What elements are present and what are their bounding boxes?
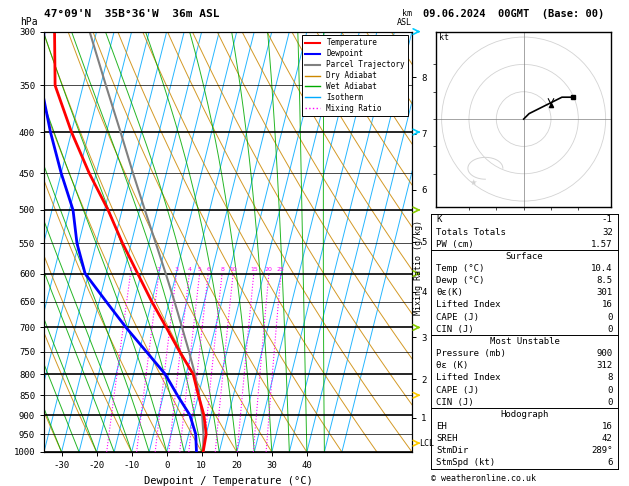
Text: 0: 0 [608,385,613,395]
Text: Most Unstable: Most Unstable [489,337,560,346]
Text: K: K [437,215,442,225]
Text: 3: 3 [174,266,179,272]
Text: CIN (J): CIN (J) [437,325,474,334]
Text: Temp (°C): Temp (°C) [437,264,485,273]
Text: -1: -1 [602,215,613,225]
Text: CIN (J): CIN (J) [437,398,474,407]
Text: 289°: 289° [591,446,613,455]
Text: LCL: LCL [420,439,435,448]
Text: 2: 2 [157,266,161,272]
Text: 16: 16 [602,422,613,431]
Text: 301: 301 [596,288,613,297]
Text: 0: 0 [608,325,613,334]
Text: Mixing Ratio (g/kg): Mixing Ratio (g/kg) [414,220,423,315]
Text: © weatheronline.co.uk: © weatheronline.co.uk [431,474,536,483]
Text: 312: 312 [596,361,613,370]
Text: 5: 5 [198,266,201,272]
Text: Totals Totals: Totals Totals [437,227,506,237]
Text: 10.4: 10.4 [591,264,613,273]
Text: θε (K): θε (K) [437,361,469,370]
Text: 42: 42 [602,434,613,443]
Text: 4: 4 [187,266,191,272]
X-axis label: Dewpoint / Temperature (°C): Dewpoint / Temperature (°C) [143,476,313,486]
Text: 6: 6 [608,458,613,468]
Legend: Temperature, Dewpoint, Parcel Trajectory, Dry Adiabat, Wet Adiabat, Isotherm, Mi: Temperature, Dewpoint, Parcel Trajectory… [302,35,408,116]
Text: CAPE (J): CAPE (J) [437,312,479,322]
Text: kt: kt [439,33,449,42]
Text: 1.57: 1.57 [591,240,613,249]
Text: Surface: Surface [506,252,543,261]
Text: PW (cm): PW (cm) [437,240,474,249]
Text: 09.06.2024  00GMT  (Base: 00): 09.06.2024 00GMT (Base: 00) [423,9,604,19]
Text: 0: 0 [608,312,613,322]
Text: 8: 8 [608,373,613,382]
Text: θε(K): θε(K) [437,288,464,297]
Text: Lifted Index: Lifted Index [437,300,501,310]
Text: StmDir: StmDir [437,446,469,455]
Text: Pressure (mb): Pressure (mb) [437,349,506,358]
Text: 900: 900 [596,349,613,358]
Text: 10: 10 [229,266,237,272]
Text: 32: 32 [602,227,613,237]
Text: 8.5: 8.5 [596,276,613,285]
Text: SREH: SREH [437,434,458,443]
Text: 15: 15 [250,266,258,272]
Text: CAPE (J): CAPE (J) [437,385,479,395]
Text: Dewp (°C): Dewp (°C) [437,276,485,285]
Text: Lifted Index: Lifted Index [437,373,501,382]
Text: EH: EH [437,422,447,431]
Text: ★: ★ [469,178,477,187]
Text: 16: 16 [602,300,613,310]
Text: 6: 6 [206,266,210,272]
Text: 8: 8 [220,266,224,272]
Text: hPa: hPa [20,17,38,27]
Text: 47°09'N  35B°36'W  36m ASL: 47°09'N 35B°36'W 36m ASL [44,9,220,19]
Text: 0: 0 [608,398,613,407]
Text: 25: 25 [277,266,285,272]
Text: Hodograph: Hodograph [501,410,548,419]
Text: StmSpd (kt): StmSpd (kt) [437,458,496,468]
Text: 20: 20 [265,266,273,272]
Text: km
ASL: km ASL [397,9,412,27]
Text: 1: 1 [128,266,133,272]
